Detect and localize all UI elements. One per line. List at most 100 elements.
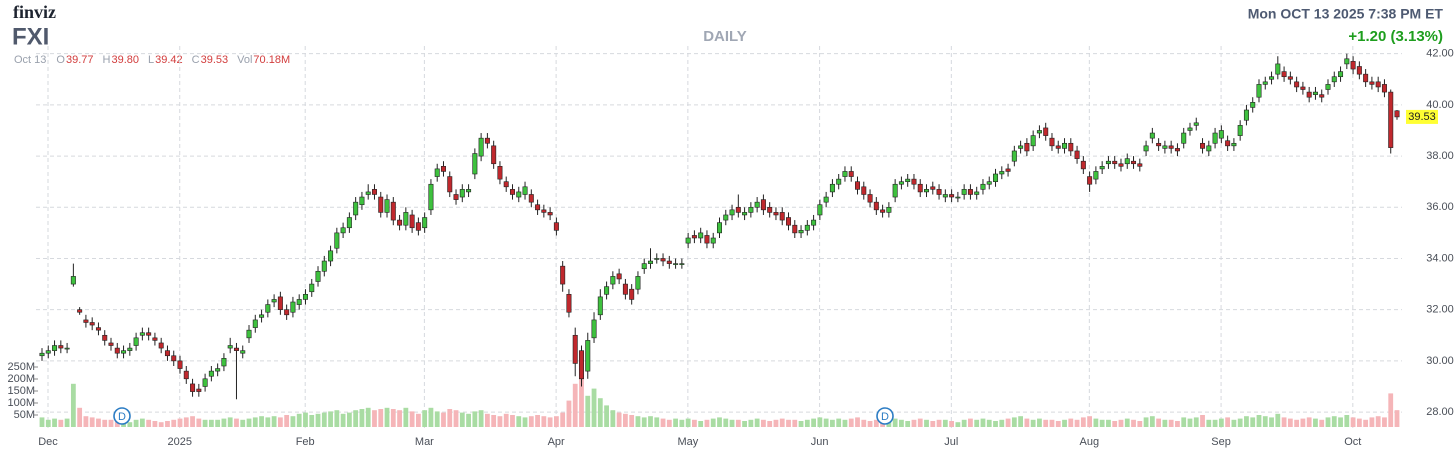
volume-bar bbox=[980, 418, 986, 427]
volume-bar bbox=[1369, 417, 1375, 427]
candle-body bbox=[108, 342, 114, 346]
volume-bar bbox=[660, 418, 666, 427]
x-tick-label: May bbox=[677, 436, 698, 448]
y-tick-label: 42.00 bbox=[1426, 48, 1454, 60]
candle-body bbox=[302, 294, 308, 300]
volume-bar bbox=[1350, 417, 1356, 427]
candle-body bbox=[95, 327, 101, 331]
volume-bar bbox=[328, 411, 333, 427]
timeframe: DAILY bbox=[703, 28, 747, 45]
volume-bar bbox=[968, 418, 973, 427]
volume-bar bbox=[786, 419, 791, 427]
volume-bar bbox=[165, 421, 170, 427]
volume-bar bbox=[196, 418, 202, 427]
datetime: Mon OCT 13 2025 7:38 PM ET bbox=[1248, 6, 1444, 22]
candle-body bbox=[252, 319, 258, 328]
candle-body bbox=[177, 360, 183, 369]
ticker: FXI bbox=[12, 23, 49, 50]
volume-bar bbox=[1331, 416, 1337, 427]
candle-body bbox=[1375, 81, 1381, 88]
volume-bar bbox=[158, 422, 164, 427]
volume-bar bbox=[1106, 419, 1111, 427]
volume-bar bbox=[453, 410, 459, 427]
volume-bar bbox=[1187, 418, 1193, 427]
candle-body bbox=[315, 270, 321, 282]
candle-body bbox=[208, 370, 214, 377]
dividend-marker: D bbox=[876, 407, 894, 425]
volume-bar bbox=[924, 419, 929, 427]
candle-body bbox=[1243, 109, 1249, 121]
candle-body bbox=[993, 173, 999, 182]
candle-body bbox=[459, 189, 465, 198]
candle-body bbox=[346, 217, 352, 229]
volume-bar bbox=[873, 419, 879, 427]
candle-body bbox=[221, 358, 227, 367]
volume-bar bbox=[572, 383, 578, 427]
volume-bar bbox=[284, 415, 290, 427]
volume-bar bbox=[346, 412, 352, 427]
volume-bar bbox=[1181, 417, 1187, 427]
volume-bar bbox=[961, 419, 967, 427]
candle-body bbox=[1105, 160, 1111, 165]
candle-body bbox=[403, 212, 409, 226]
candle-body bbox=[152, 337, 158, 341]
candle-body bbox=[259, 314, 265, 318]
candle-body bbox=[1055, 145, 1061, 149]
quote-field-value: 39.80 bbox=[111, 54, 139, 66]
candle-body bbox=[1275, 63, 1281, 75]
candle-body bbox=[434, 168, 440, 177]
volume-bar bbox=[679, 419, 685, 427]
candle-body bbox=[1137, 163, 1143, 167]
candle-body bbox=[760, 199, 766, 211]
candle-body bbox=[233, 347, 239, 351]
candle-body bbox=[478, 137, 484, 157]
candle-body bbox=[1143, 145, 1149, 152]
candle-body bbox=[691, 235, 697, 239]
volume-bar bbox=[666, 419, 672, 427]
candle-body bbox=[541, 209, 547, 213]
x-tick-label: Sep bbox=[1211, 436, 1231, 448]
volume-bar bbox=[390, 409, 396, 427]
axes: 28.00 30.00 32.00 34.00 36.00 38.00 40.00 42.00… bbox=[7, 48, 1453, 448]
quote-field-value: 39.77 bbox=[66, 54, 94, 66]
marker-circle bbox=[876, 407, 894, 425]
candle-body bbox=[735, 206, 741, 213]
volume-bar bbox=[1093, 418, 1099, 427]
candle-body bbox=[566, 294, 572, 313]
volume-bar bbox=[949, 421, 955, 427]
candle-body bbox=[767, 206, 773, 213]
y2-tick-label: 150M bbox=[7, 385, 35, 397]
x-tick-label: Jul bbox=[944, 436, 958, 448]
candle-body bbox=[804, 224, 810, 231]
candle-body bbox=[447, 176, 453, 193]
candle-body bbox=[1174, 148, 1180, 152]
candle-body bbox=[622, 283, 628, 295]
volume-bar bbox=[1218, 418, 1224, 427]
volume-bar bbox=[698, 421, 704, 427]
candle-body bbox=[1300, 86, 1306, 90]
candle-body bbox=[365, 191, 371, 195]
volume-bar bbox=[641, 417, 647, 427]
candle-body bbox=[1218, 130, 1224, 139]
volume-bar bbox=[1055, 421, 1061, 427]
candle-body bbox=[1074, 150, 1080, 159]
x-tick-label: Dec bbox=[38, 436, 58, 448]
volume-bar bbox=[240, 419, 246, 427]
candle-body bbox=[271, 299, 277, 303]
volume-bar bbox=[823, 418, 829, 427]
volume-bar bbox=[139, 418, 145, 427]
volume-bar bbox=[798, 421, 804, 427]
volume-bar bbox=[547, 417, 553, 427]
volume-bar bbox=[936, 419, 942, 427]
volume-bar bbox=[64, 418, 70, 427]
candle-body bbox=[560, 265, 566, 285]
candle-body bbox=[1306, 91, 1312, 98]
candle-body bbox=[1036, 130, 1042, 134]
volume-bar bbox=[1244, 416, 1249, 427]
candle-body bbox=[729, 209, 735, 216]
candle-body bbox=[1331, 76, 1337, 83]
volume-bar bbox=[83, 416, 89, 427]
y2-tick-label: 250M bbox=[7, 361, 35, 373]
candle-body bbox=[635, 276, 641, 290]
volume-bar bbox=[152, 421, 158, 427]
